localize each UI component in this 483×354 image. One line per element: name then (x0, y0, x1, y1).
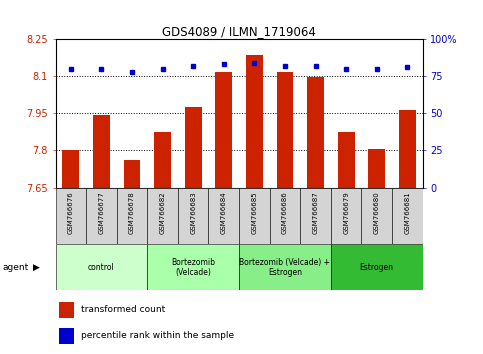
Bar (239, 244, 331, 290)
Bar (86, 188, 117, 244)
Text: GSM766679: GSM766679 (343, 192, 349, 234)
Text: percentile rank within the sample: percentile rank within the sample (81, 331, 234, 340)
Bar (147, 244, 239, 290)
Text: Estrogen: Estrogen (360, 263, 394, 272)
Text: GSM766676: GSM766676 (68, 192, 74, 234)
Bar (185, 107, 201, 188)
Text: GSM766684: GSM766684 (221, 192, 227, 234)
Text: transformed count: transformed count (81, 305, 166, 314)
Bar (270, 188, 300, 244)
Text: ▶: ▶ (33, 263, 40, 272)
Bar (392, 188, 423, 244)
Bar (154, 132, 171, 188)
Text: GSM766687: GSM766687 (313, 192, 319, 234)
Bar (277, 73, 293, 188)
Bar (331, 188, 361, 244)
Bar (178, 188, 209, 244)
Bar (209, 188, 239, 244)
Bar (147, 188, 178, 244)
Bar (338, 132, 355, 188)
Bar (56, 188, 86, 244)
Text: GSM766686: GSM766686 (282, 192, 288, 234)
Text: GSM766678: GSM766678 (129, 192, 135, 234)
Bar (399, 110, 416, 188)
Bar (239, 188, 270, 244)
Text: GSM766685: GSM766685 (251, 192, 257, 234)
Text: agent: agent (2, 263, 28, 272)
Text: GSM766677: GSM766677 (99, 192, 104, 234)
Bar (246, 55, 263, 188)
Text: control: control (88, 263, 115, 272)
Bar (369, 149, 385, 188)
Bar (331, 244, 423, 290)
Text: GSM766683: GSM766683 (190, 192, 196, 234)
Text: Bortezomib (Velcade) +
Estrogen: Bortezomib (Velcade) + Estrogen (240, 258, 330, 277)
Text: GSM766681: GSM766681 (404, 192, 411, 234)
Bar (56, 244, 147, 290)
Text: GSM766682: GSM766682 (159, 192, 166, 234)
Bar (117, 188, 147, 244)
Bar (361, 188, 392, 244)
Bar (93, 115, 110, 188)
Title: GDS4089 / ILMN_1719064: GDS4089 / ILMN_1719064 (162, 25, 316, 38)
Bar (215, 73, 232, 188)
Bar (59, 302, 74, 318)
Bar (124, 160, 141, 188)
Bar (307, 78, 324, 188)
Text: Bortezomib
(Velcade): Bortezomib (Velcade) (171, 258, 215, 277)
Bar (300, 188, 331, 244)
Bar (62, 150, 79, 188)
Text: GSM766680: GSM766680 (374, 192, 380, 234)
Bar (59, 328, 74, 344)
